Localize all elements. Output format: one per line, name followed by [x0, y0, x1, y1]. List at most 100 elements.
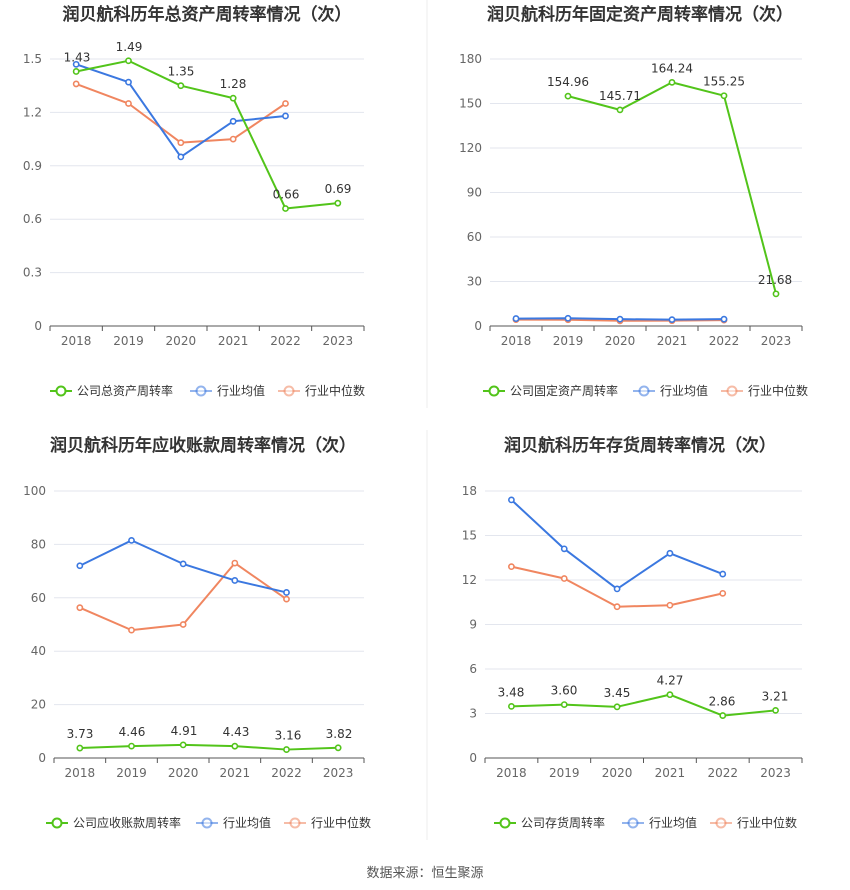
data-point-avg	[720, 315, 728, 323]
data-label: 154.96	[547, 75, 589, 89]
series-line-median	[79, 562, 288, 632]
y-tick-label: 6	[469, 662, 477, 676]
series-line-company	[567, 81, 777, 295]
data-point-company	[128, 742, 135, 750]
data-point-avg	[719, 570, 727, 578]
data-point-avg	[283, 589, 290, 596]
y-tick-label: 20	[31, 698, 46, 712]
data-label: 3.48	[498, 685, 525, 699]
legend-item-avg[interactable]: 行业均值	[622, 815, 697, 830]
legend-swatch-marker	[726, 385, 738, 397]
x-tick-label: 2022	[709, 334, 740, 348]
y-tick-label: 0	[38, 751, 46, 765]
y-tick-label: 0	[474, 319, 482, 333]
data-point-company	[560, 701, 568, 708]
data-point-company	[177, 82, 185, 90]
x-tick-label: 2018	[496, 766, 527, 780]
legend-swatch-marker	[51, 817, 63, 829]
y-tick-label: 100	[23, 484, 46, 498]
y-tick-label: 18	[462, 484, 477, 498]
data-label: 3.16	[275, 729, 302, 743]
x-tick-label: 2023	[760, 766, 791, 780]
y-tick-label: 60	[31, 591, 46, 605]
data-label: 3.21	[762, 689, 789, 703]
y-tick-label: 0.9	[23, 159, 42, 173]
data-label: 1.35	[168, 65, 195, 79]
legend-item-company[interactable]: 公司固定资产周转率	[483, 383, 618, 398]
legend-swatch-marker	[195, 385, 207, 397]
data-label: 145.71	[599, 89, 641, 103]
chart-panel-1: 润贝航科历年总资产周转率情况（次） 0 0.3 0.6 0.9 1.2 1.5 2018 201…	[23, 4, 365, 398]
data-point-avg	[231, 577, 239, 584]
y-tick-label: 80	[31, 537, 46, 551]
data-point-median	[283, 595, 290, 603]
legend-swatch-marker	[499, 817, 511, 829]
x-tick-label: 2022	[707, 766, 738, 780]
y-tick-label: 15	[462, 529, 477, 543]
legend-item-avg[interactable]: 行业均值	[196, 815, 271, 830]
data-point-median	[177, 139, 185, 147]
legend-item-median[interactable]: 行业中位数	[278, 383, 365, 398]
data-label: 3.45	[604, 686, 631, 700]
legend-item-median[interactable]: 行业中位数	[721, 383, 808, 398]
data-point-company	[334, 744, 342, 752]
x-tick-label: 2021	[220, 766, 251, 780]
x-tick-label: 2021	[218, 334, 249, 348]
legend-item-avg[interactable]: 行业均值	[190, 383, 265, 398]
legend-item-company[interactable]: 公司应收账款周转率	[46, 815, 181, 830]
data-point-company	[616, 106, 624, 114]
x-tick-label: 2021	[655, 766, 686, 780]
legend-swatch-marker	[715, 817, 727, 829]
legend-item-avg[interactable]: 行业均值	[633, 383, 708, 398]
x-tick-label: 2019	[553, 334, 584, 348]
data-point-company	[666, 691, 674, 699]
data-source-note: 数据来源：恒生聚源	[366, 866, 483, 881]
data-point-company	[668, 78, 676, 86]
x-tick-label: 2023	[323, 766, 354, 780]
data-label: 4.91	[171, 724, 198, 738]
legend-label: 行业均值	[649, 815, 697, 830]
legend-item-median[interactable]: 行业中位数	[284, 815, 371, 830]
data-label: 1.43	[64, 50, 91, 64]
data-label: 3.60	[551, 684, 578, 698]
legend-label: 行业均值	[660, 383, 708, 398]
data-point-avg	[512, 315, 520, 322]
data-label: 4.27	[657, 674, 684, 688]
legend-swatch-marker	[627, 817, 639, 829]
y-tick-label: 0	[34, 319, 42, 333]
data-point-avg	[613, 585, 621, 593]
legend-item-median[interactable]: 行业中位数	[710, 815, 797, 830]
data-label: 3.73	[67, 727, 94, 741]
x-tick-label: 2019	[116, 766, 147, 780]
data-point-avg	[229, 117, 237, 125]
series-line-median	[75, 82, 287, 144]
legend-swatch-marker	[55, 385, 67, 397]
y-tick-label: 0	[469, 751, 477, 765]
data-point-avg	[668, 316, 676, 324]
data-point-avg	[72, 60, 80, 68]
data-point-median	[231, 559, 239, 567]
data-point-company	[231, 742, 239, 750]
y-tick-label: 40	[31, 644, 46, 658]
legend-item-company[interactable]: 公司存货周转率	[494, 815, 605, 830]
legend-label: 行业均值	[223, 815, 271, 830]
legend-label: 公司应收账款周转率	[73, 815, 181, 830]
y-tick-label: 60	[467, 230, 482, 244]
data-point-avg	[560, 545, 568, 553]
x-tick-label: 2019	[549, 766, 580, 780]
data-point-company	[72, 68, 80, 75]
series-line-avg	[510, 499, 724, 590]
data-point-company	[283, 746, 290, 753]
legend-swatch-marker	[638, 385, 650, 397]
data-label: 3.82	[326, 727, 353, 741]
data-point-median	[719, 589, 727, 597]
data-point-avg	[125, 78, 132, 86]
legend-swatch-marker	[283, 385, 295, 397]
legend-item-company[interactable]: 公司总资产周转率	[50, 383, 173, 398]
data-point-median	[282, 100, 289, 107]
data-point-avg	[616, 315, 624, 323]
data-point-median	[229, 135, 237, 143]
legend-label: 行业中位数	[737, 815, 797, 830]
legend-label: 公司固定资产周转率	[510, 383, 618, 398]
